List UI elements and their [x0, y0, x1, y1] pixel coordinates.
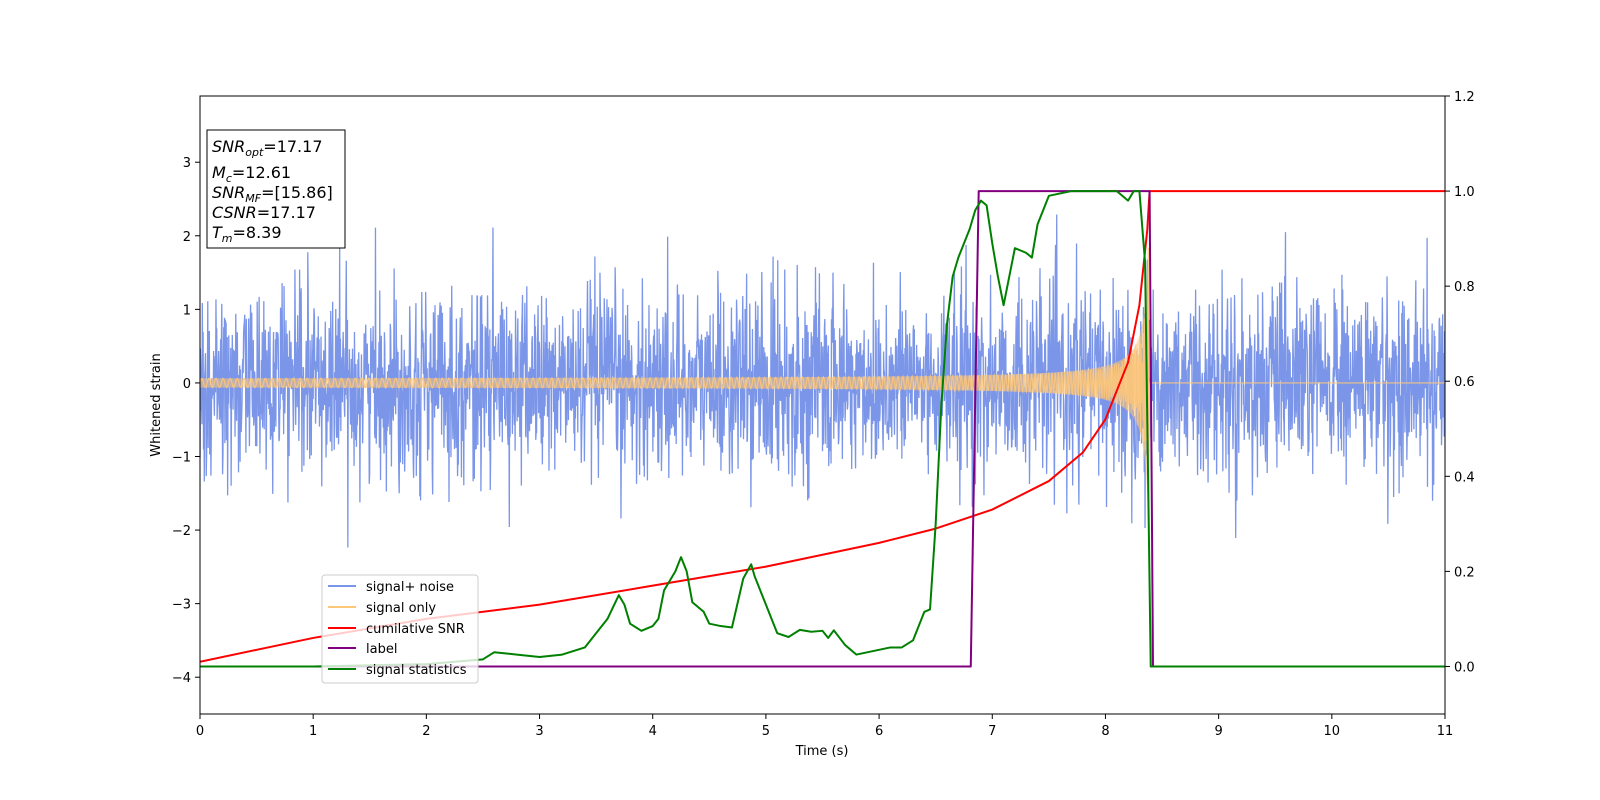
x-tick-label: 8 — [1101, 724, 1109, 739]
x-tick-label: 6 — [875, 724, 883, 739]
y-tick-label: −2 — [172, 524, 191, 539]
info-snr-mf: SNRMF=[15.86] — [212, 183, 333, 205]
legend-frame — [321, 574, 479, 684]
y2-tick-label: 1.2 — [1454, 90, 1475, 105]
legend-item-cumulative-snr: cumilative SNR — [328, 622, 465, 637]
info-box-frame — [206, 129, 346, 249]
x-axis-label: Time (s) — [795, 744, 849, 759]
y2-tick-label: 1.0 — [1454, 185, 1475, 200]
legend: signal+ noise signal only cumilative SNR… — [321, 574, 479, 684]
legend-item-signal-statistics: signal statistics — [328, 663, 467, 678]
legend-label-label: label — [366, 642, 397, 657]
x-tick-label: 3 — [535, 724, 543, 739]
x-tick-label: 9 — [1214, 724, 1222, 739]
info-snr-opt: SNRopt=17.17 — [212, 137, 323, 159]
info-csnr: CSNR=17.17 — [212, 203, 316, 222]
series-line-signal-statistics — [200, 190, 1445, 668]
y2-tick-label: 0.8 — [1454, 280, 1475, 295]
plot-frame — [199, 95, 1446, 715]
info-tm: Tm=8.39 — [212, 223, 282, 245]
y-tick-label: 0 — [183, 377, 191, 392]
y-tick-label: −4 — [172, 671, 191, 686]
legend-label-signal-only: signal only — [366, 601, 436, 616]
info-box: SNRopt=17.17 Mc=12.61 SNRMF=[15.86] CSNR… — [206, 129, 346, 249]
y2-tick-label: 0.6 — [1454, 375, 1475, 390]
x-tick-label: 11 — [1437, 724, 1454, 739]
legend-label-cumulative-snr: cumilative SNR — [366, 622, 465, 637]
y2-tick-label: 0.2 — [1454, 565, 1475, 580]
legend-item-label: label — [328, 642, 397, 657]
y-tick-label: 1 — [183, 303, 191, 318]
legend-label-signal-statistics: signal statistics — [366, 663, 467, 678]
y-tick-label: −3 — [172, 598, 191, 613]
x-tick-label: 5 — [762, 724, 770, 739]
y-axis-right: 0.0 0.2 0.4 0.6 0.8 1.0 1.2 — [1445, 90, 1475, 675]
series-line-signal-only — [200, 247, 1445, 503]
plot-area — [200, 190, 1445, 668]
y-tick-label: −1 — [172, 451, 191, 466]
y-tick-label: 3 — [183, 156, 191, 171]
x-tick-label: 1 — [309, 724, 317, 739]
x-tick-label: 10 — [1324, 724, 1341, 739]
y-axis-left: −4 −3 −2 −1 0 1 2 3 — [172, 156, 200, 686]
y-tick-label: 2 — [183, 230, 191, 245]
x-tick-label: 7 — [988, 724, 996, 739]
legend-item-signal-noise: signal+ noise — [328, 580, 454, 595]
legend-item-signal-only: signal only — [328, 601, 436, 616]
series-line-cumulative-snr — [200, 190, 1445, 663]
y2-tick-label: 0.4 — [1454, 470, 1475, 485]
series-line-signal-noise — [200, 214, 1445, 548]
x-axis: 0 1 2 3 4 5 6 7 8 9 10 11 — [196, 714, 1453, 739]
x-tick-label: 0 — [196, 724, 204, 739]
info-mc: Mc=12.61 — [212, 163, 291, 185]
legend-label-signal-noise: signal+ noise — [366, 580, 454, 595]
x-tick-label: 2 — [422, 724, 430, 739]
y-axis-label: Whitened strain — [149, 353, 164, 456]
y2-tick-label: 0.0 — [1454, 660, 1475, 675]
x-tick-label: 4 — [649, 724, 657, 739]
